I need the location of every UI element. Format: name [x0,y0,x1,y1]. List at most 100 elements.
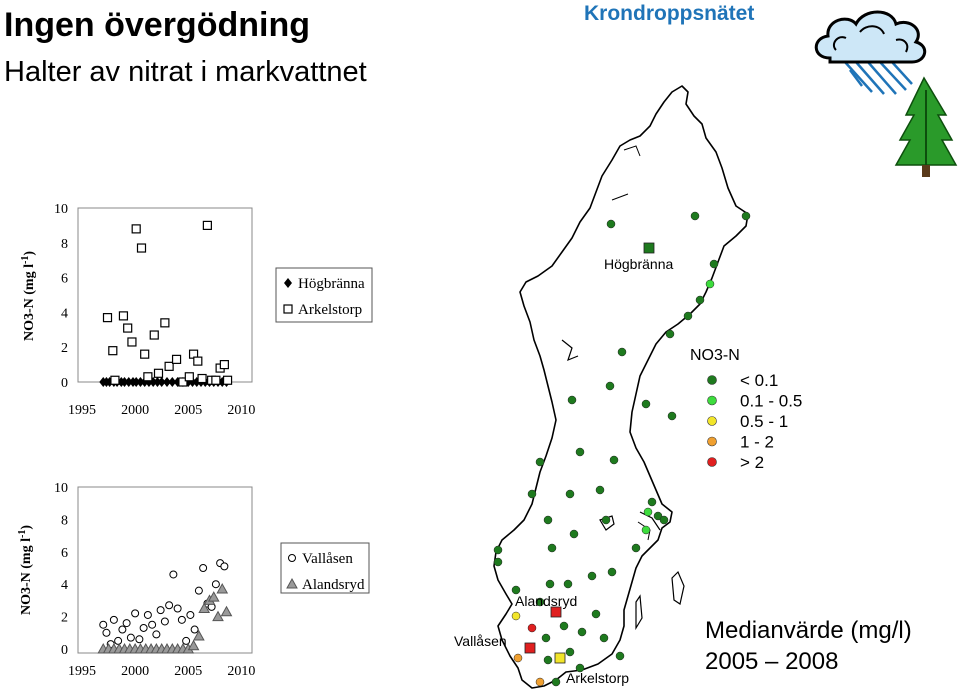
chart2-ytick-label: 4 [61,578,68,593]
map-site-dot [569,529,579,539]
map-site-dot [641,399,651,409]
chart1-point-square [222,375,233,385]
chart1-point-square [143,372,153,382]
brand-name: Krondroppsnätet [584,2,755,25]
chart1-point-square [197,373,207,384]
chart1-point-square [136,243,147,253]
chart1-ytick-label: 0 [61,376,68,391]
chart2-point-triangle [212,610,224,622]
chart2-point-circle [148,620,157,629]
map-legend-label: > 2 [740,453,764,472]
map-legend-label: 0.1 - 0.5 [740,392,802,411]
map-site-dot [513,653,523,663]
cloud-icon [814,10,927,64]
chart2-ytick-label: 2 [61,611,68,626]
map-site-dot [647,497,657,507]
chart2-point-circle [220,562,229,571]
chart2-point-circle [122,619,131,628]
chart2-point-circle [118,625,127,634]
chart2-point-circle [177,615,186,624]
chart1-ytick-label: 8 [61,237,68,252]
map-site-dot [535,597,545,607]
chart1-ytick-label: 6 [61,272,68,287]
chart1-legend-label: Arkelstorp [298,302,362,318]
map-legend-swatch [707,416,717,426]
map-site-dot [543,515,553,525]
map-site-dot [545,579,555,589]
chart1-xtick-label: 2010 [227,403,255,418]
chart2-point-triangle [187,639,200,651]
chart1-point-square [127,337,137,347]
chart1-plot-area [77,207,253,383]
chart2-point-triangle [216,583,229,594]
map-site-dot [601,515,611,525]
oland-island [635,594,643,631]
chart2-legend-label: Vallåsen [302,551,353,567]
chart2-ytick-label: 0 [61,643,68,658]
map-site-dot [665,329,675,339]
map-site-dot [575,447,585,457]
rain-icon [844,61,913,95]
map-site-dot [527,489,537,499]
map-station-marker [554,652,566,664]
tree-icon [894,76,958,177]
chart2-point-circle [131,609,140,618]
chart1-point-square [140,349,150,359]
chart2-point-circle [156,606,165,615]
map-site-dot [607,567,617,577]
map-site-dot [631,543,641,553]
chart1-point-square [153,368,164,378]
map-site-dot [565,489,575,499]
map-legend-swatch [707,395,717,406]
map-site-dot [683,311,693,321]
map-site-dot [541,633,551,643]
chart2-ylabel: NO3-N (mg l-1) [17,525,35,615]
map-station-marker [643,242,655,254]
chart1-point-square [108,346,118,356]
chart1-point-square [149,330,159,340]
chart1-point-square [131,224,141,234]
chart-hogbranna-arkelstorp: NO3-N (mg l-1) 0 2 4 6 8 10 1995 2000 2005 2010 H… [20,202,373,418]
chart2-point-circle [173,604,182,613]
chart2-point-circle [169,570,178,579]
map-site-dot [565,647,575,657]
chart1-xtick-label: 2005 [174,403,202,418]
chart1-point-square [211,375,221,385]
footer-median-label: Medianvärde (mg/l) [705,617,912,644]
sweden-map: Högbränna Alandsryd Vallåsen Arkelstorp [454,85,751,689]
map-site-dot [605,381,615,391]
chart1-point-square [219,360,229,370]
chart-vallasen-alandsryd: NO3-N (mg l-1) 0 2 4 6 8 10 1995 2000 2005 2010 V… [17,481,370,679]
chart1-point-square [171,354,182,364]
chart1-point-diamond [124,377,133,387]
map-site-dot [587,571,597,581]
map-site-dot [575,663,585,673]
map-site-dot [527,623,537,633]
map-site-dot [599,633,609,643]
chart1-point-diamond [132,377,141,387]
chart1-xtick-label: 1995 [68,403,96,418]
chart2-point-triangle [207,591,220,602]
map-legend-title: NO3-N [690,347,740,364]
chart1-point-square [123,323,133,333]
chart2-legend-label: Alandsryd [302,577,365,593]
chart2-point-circle [102,628,111,637]
map-site-dot [667,411,677,421]
map-legend-label: < 0.1 [740,371,778,390]
chart2-legend-marker [288,554,296,562]
map-site-dot [511,585,521,595]
chart2-point-circle [114,636,123,645]
chart2-point-circle [190,625,199,634]
chart1-point-square [102,313,113,323]
map-site-dot [493,545,503,555]
chart1-ylabel: NO3-N (mg l-1) [20,251,38,341]
map-site-dot [591,609,601,619]
chart2-ytick-label: 6 [61,546,68,561]
map-site-dot [741,211,751,221]
page-subtitle: Halter av nitrat i markvattnet [4,56,367,88]
map-site-dot [641,525,651,535]
chart1-point-square [178,377,188,387]
map-label-alandsryd: Alandsryd [515,593,577,609]
chart1-ytick-label: 2 [61,341,68,356]
map-station-marker [524,642,536,654]
